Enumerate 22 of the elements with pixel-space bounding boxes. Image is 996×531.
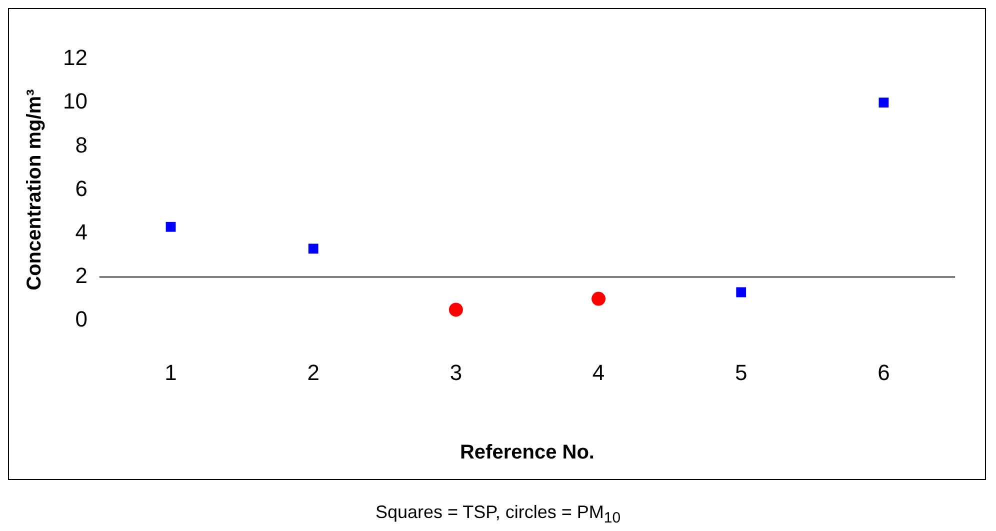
x-tick-label: 1: [164, 360, 177, 385]
point: [878, 98, 889, 108]
text: Squares = TSP, circles = PM$_{10}$: [374, 502, 622, 527]
y-tick-label: 4: [75, 219, 88, 244]
x-tick-label: 2: [307, 360, 320, 385]
x-tick-label: 5: [734, 360, 748, 385]
y-tick-label: 10: [62, 88, 88, 114]
y-tick-label: 2: [75, 263, 88, 288]
y-tick-label: 12: [62, 45, 88, 70]
x-axis-title: Reference No.: [460, 442, 594, 464]
point: [736, 287, 746, 298]
y-tick-label: 0: [75, 306, 88, 332]
y-tick-label: 6: [75, 176, 88, 201]
y-tick-label: 8: [75, 132, 88, 158]
y-axis-title: Concentration mg/m³: [24, 88, 46, 290]
point: [592, 292, 606, 306]
point: [308, 244, 318, 254]
x-tick-label: 4: [592, 360, 605, 385]
point: [166, 222, 176, 232]
x-tick-label: 3: [450, 360, 462, 385]
point: [448, 302, 463, 317]
x-tick-label: 6: [878, 360, 890, 385]
